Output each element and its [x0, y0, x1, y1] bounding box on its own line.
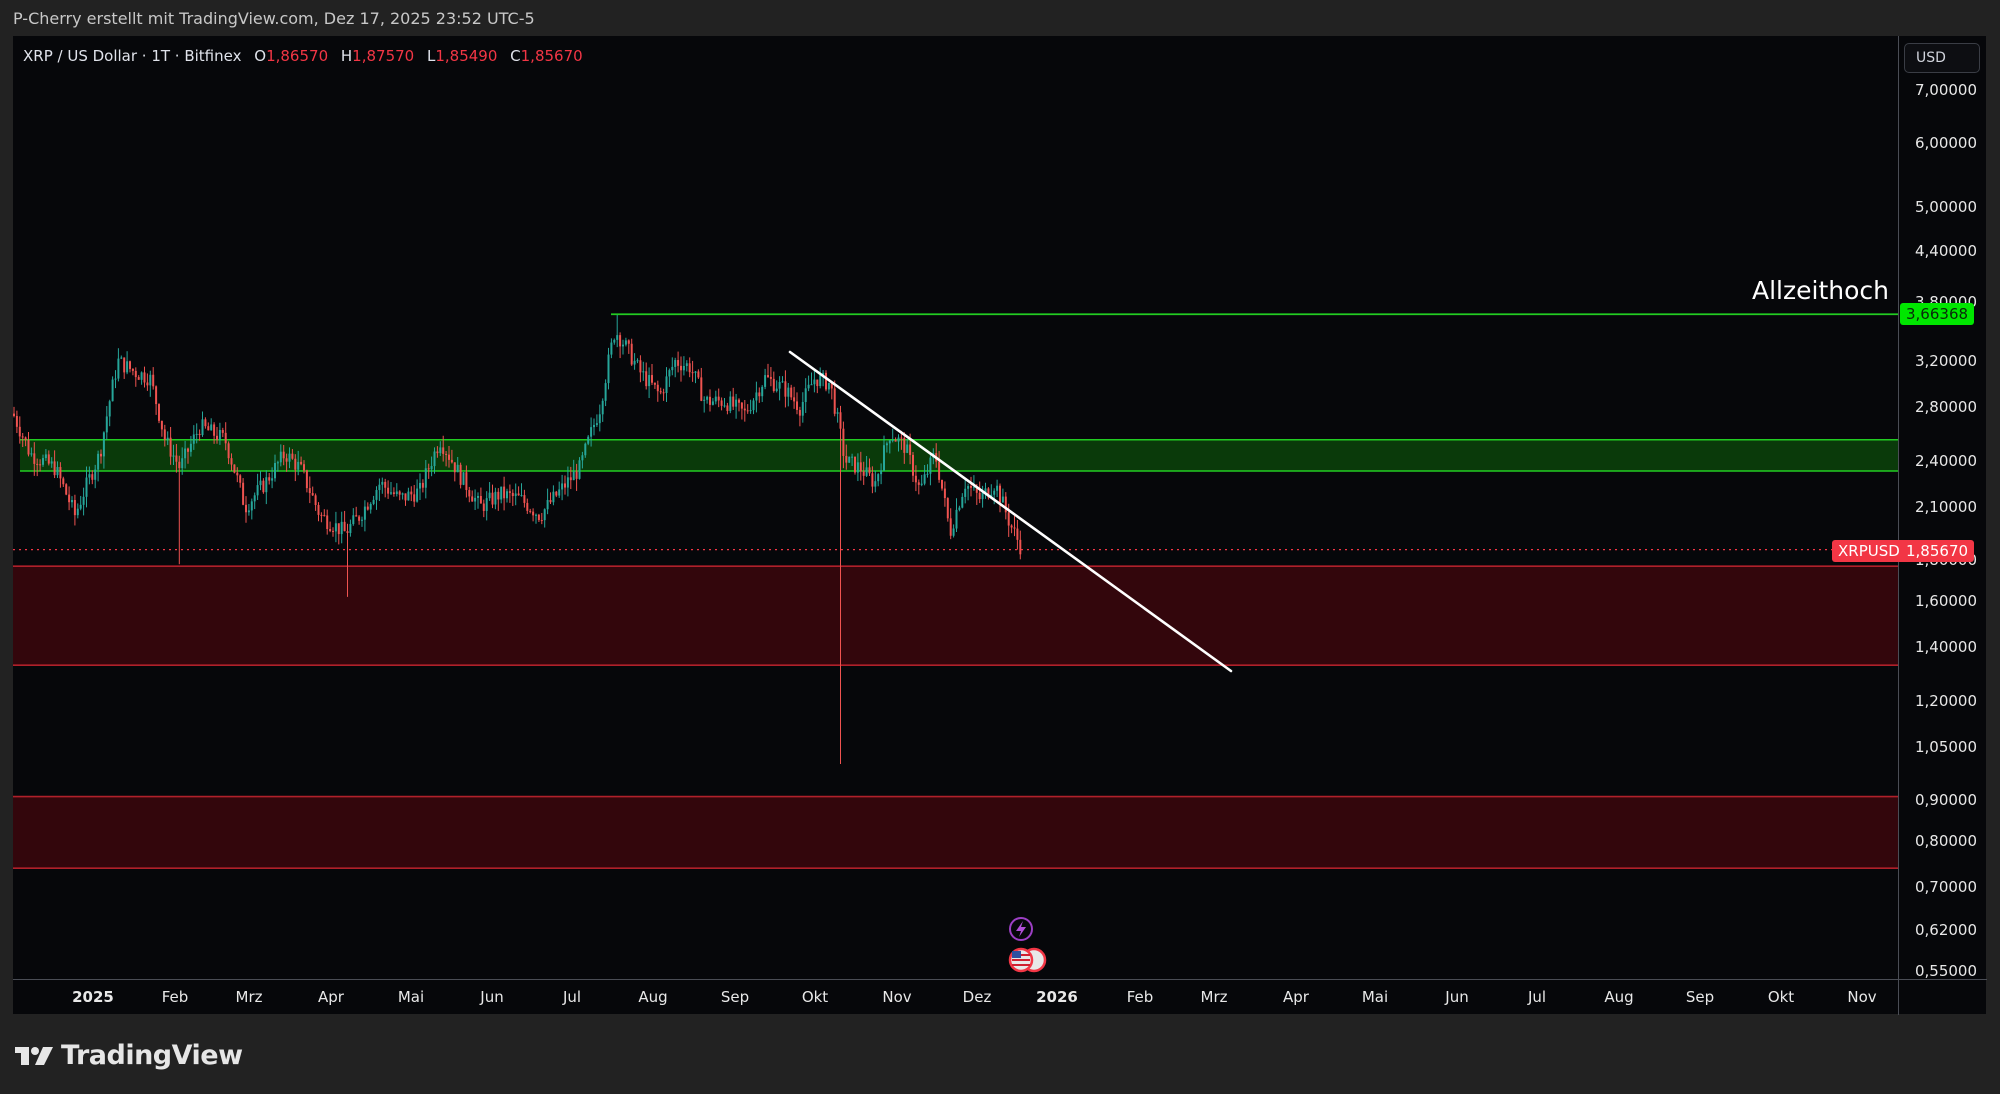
price-tick: 2,10000 — [1914, 497, 1977, 516]
zone-rect — [20, 439, 1898, 471]
time-tick: Apr — [1283, 988, 1309, 1006]
currency-button[interactable]: USD — [1904, 43, 1980, 73]
time-tick: Sep — [720, 988, 750, 1006]
price-tick: 1,05000 — [1914, 738, 1977, 757]
ath-annotation[interactable]: Allzeithoch — [1752, 276, 1889, 305]
time-tick: Okt — [1767, 988, 1795, 1006]
chart-credit: P-Cherry erstellt mit TradingView.com, D… — [13, 9, 535, 28]
lightning-event-icon — [1009, 917, 1033, 941]
price-tick: 0,62000 — [1914, 920, 1977, 939]
candles-layer — [13, 314, 1022, 764]
time-tick: Sep — [1685, 988, 1715, 1006]
time-tick: Jun — [480, 988, 504, 1006]
tradingview-logo[interactable]: TradingView — [15, 1040, 243, 1071]
close-value: 1,85670 — [520, 47, 583, 65]
time-tick: Dez — [962, 988, 992, 1006]
time-tick: Mrz — [235, 988, 263, 1006]
low-label: L — [426, 47, 436, 65]
time-tick: Aug — [638, 988, 668, 1006]
symbol-legend[interactable]: XRP / US Dollar · 1T · Bitfinex O1,86570… — [23, 47, 583, 65]
price-tick: 0,80000 — [1914, 832, 1977, 851]
price-scale[interactable]: 7,00000 6,00000 5,00000 4,40000 3,80000 3,200… — [1898, 36, 1987, 980]
price-tick: 2,80000 — [1914, 398, 1977, 417]
trendline — [788, 350, 1233, 673]
price-tick: 2,40000 — [1914, 451, 1977, 470]
price-tick: 5,00000 — [1914, 197, 1977, 216]
open-value: 1,86570 — [266, 47, 329, 65]
price-tick: 7,00000 — [1914, 81, 1977, 99]
price-tick: 1,20000 — [1914, 691, 1977, 710]
events-layer — [1008, 917, 1047, 973]
symbol-price-label: XRPUSD — [1832, 540, 1906, 562]
time-tick: Nov — [1847, 988, 1877, 1006]
time-tick: Jun — [1445, 988, 1469, 1006]
time-tick: Mai — [397, 988, 425, 1006]
drawings-layer — [13, 313, 1898, 673]
time-tick: Mrz — [1200, 988, 1228, 1006]
price-tick: 1,40000 — [1914, 638, 1977, 657]
time-tick: 2026 — [1036, 988, 1078, 1006]
price-tick: 4,40000 — [1914, 241, 1977, 260]
zones-layer — [13, 438, 1898, 870]
close-label: C — [510, 47, 521, 65]
zone-rect — [13, 796, 1898, 869]
time-tick: Feb — [161, 988, 189, 1006]
time-tick: Nov — [882, 988, 912, 1006]
open-label: O — [254, 47, 267, 65]
price-tick: 6,00000 — [1914, 134, 1977, 153]
logo-text: TradingView — [61, 1040, 243, 1071]
time-tick: Feb — [1126, 988, 1154, 1006]
low-value: 1,85490 — [435, 47, 498, 65]
time-tick: Mai — [1361, 988, 1389, 1006]
scale-corner — [1898, 979, 1987, 1015]
price-tick: 3,20000 — [1914, 352, 1977, 371]
price-tick: 0,90000 — [1914, 791, 1977, 810]
ath-price-badge: 3,66368 — [1900, 303, 1975, 325]
current-price-badge: 1,85670 — [1900, 540, 1975, 562]
price-tick: 0,55000 — [1914, 962, 1977, 980]
price-tick: 1,60000 — [1914, 592, 1977, 611]
symbol-title[interactable]: XRP / US Dollar · 1T · Bitfinex — [23, 47, 242, 65]
high-label: H — [340, 47, 353, 65]
tradingview-logo-icon — [15, 1046, 53, 1065]
time-scale[interactable]: 2025 Feb Mrz Apr Mai Jun Jul Aug Sep Okt Nov Dez 202… — [13, 979, 1898, 1015]
time-tick: 2025 — [72, 988, 114, 1006]
price-tick: 0,70000 — [1914, 878, 1977, 897]
time-tick: Apr — [318, 988, 344, 1006]
time-tick: Jul — [1527, 988, 1547, 1006]
time-tick: Jul — [562, 988, 582, 1006]
time-tick: Okt — [801, 988, 829, 1006]
high-value: 1,87570 — [352, 47, 415, 65]
zone-rect — [13, 566, 1898, 666]
time-tick: Aug — [1604, 988, 1634, 1006]
